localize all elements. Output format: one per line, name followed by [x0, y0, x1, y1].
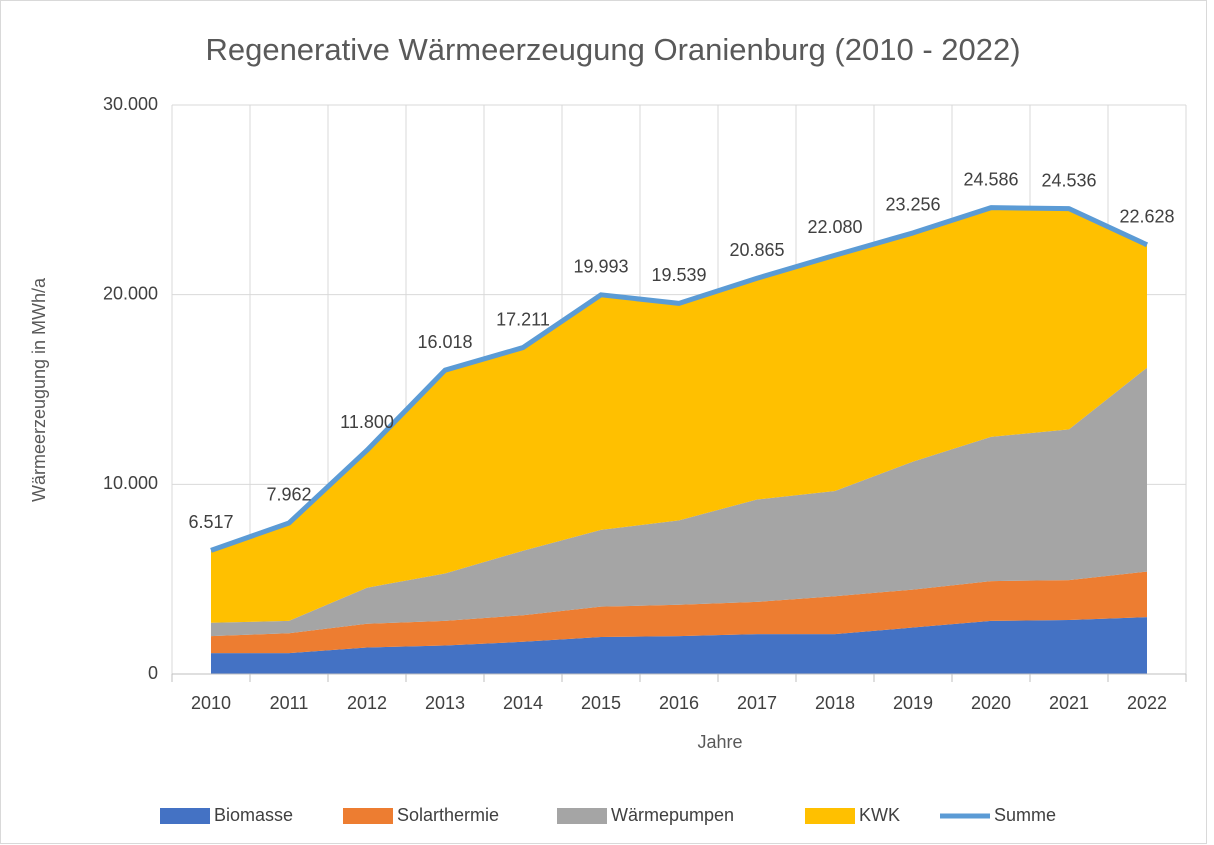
x-tick-label: 2018 [815, 693, 855, 713]
legend-swatch [805, 808, 855, 824]
chart-title: Regenerative Wärmeerzeugung Oranienburg … [205, 32, 1020, 67]
data-label: 24.536 [1041, 170, 1096, 190]
x-tick-label: 2015 [581, 693, 621, 713]
x-tick-label: 2011 [270, 693, 309, 713]
area [211, 367, 1147, 637]
x-tick-label: 2022 [1127, 693, 1167, 713]
x-tick-label: 2016 [659, 693, 699, 713]
y-tick-label: 0 [148, 663, 158, 683]
x-tick-label: 2014 [503, 693, 543, 713]
legend-swatch [160, 808, 210, 824]
area [211, 617, 1147, 674]
legend-label: Biomasse [214, 805, 293, 825]
y-tick-label: 20.000 [103, 283, 158, 303]
y-axis-title: Wärmeerzeugung in MWh/a [29, 277, 49, 502]
area [211, 207, 1147, 623]
x-axis-title: Jahre [697, 732, 742, 752]
x-tick-label: 2019 [893, 693, 933, 713]
data-label: 22.628 [1119, 207, 1174, 227]
x-tick-label: 2017 [737, 693, 777, 713]
y-tick-label: 10.000 [103, 473, 158, 493]
legend-label: Solarthermie [397, 805, 499, 825]
total-line [210, 205, 1149, 553]
data-label: 22.080 [807, 217, 862, 237]
data-label: 6.517 [188, 512, 233, 532]
area [211, 571, 1147, 654]
data-label: 16.018 [417, 332, 472, 352]
x-tick-label: 2021 [1049, 693, 1089, 713]
data-label: 19.539 [651, 265, 706, 285]
data-label: 20.865 [729, 240, 784, 260]
y-tick-label: 30.000 [103, 94, 158, 114]
data-label: 23.256 [885, 195, 940, 215]
x-tick-label: 2013 [425, 693, 465, 713]
x-tick-label: 2020 [971, 693, 1011, 713]
legend-label: KWK [859, 805, 900, 825]
legend-swatch [343, 808, 393, 824]
legend-label: Summe [994, 805, 1056, 825]
data-label: 11.800 [340, 412, 394, 432]
data-label: 24.586 [963, 169, 1018, 189]
data-label: 7.962 [266, 485, 311, 505]
data-label: 19.993 [573, 257, 628, 277]
x-tick-label: 2010 [191, 693, 231, 713]
data-label: 17.211 [496, 309, 550, 329]
x-tick-label: 2012 [347, 693, 387, 713]
legend-swatch [557, 808, 607, 824]
legend-label: Wärmepumpen [611, 805, 734, 825]
